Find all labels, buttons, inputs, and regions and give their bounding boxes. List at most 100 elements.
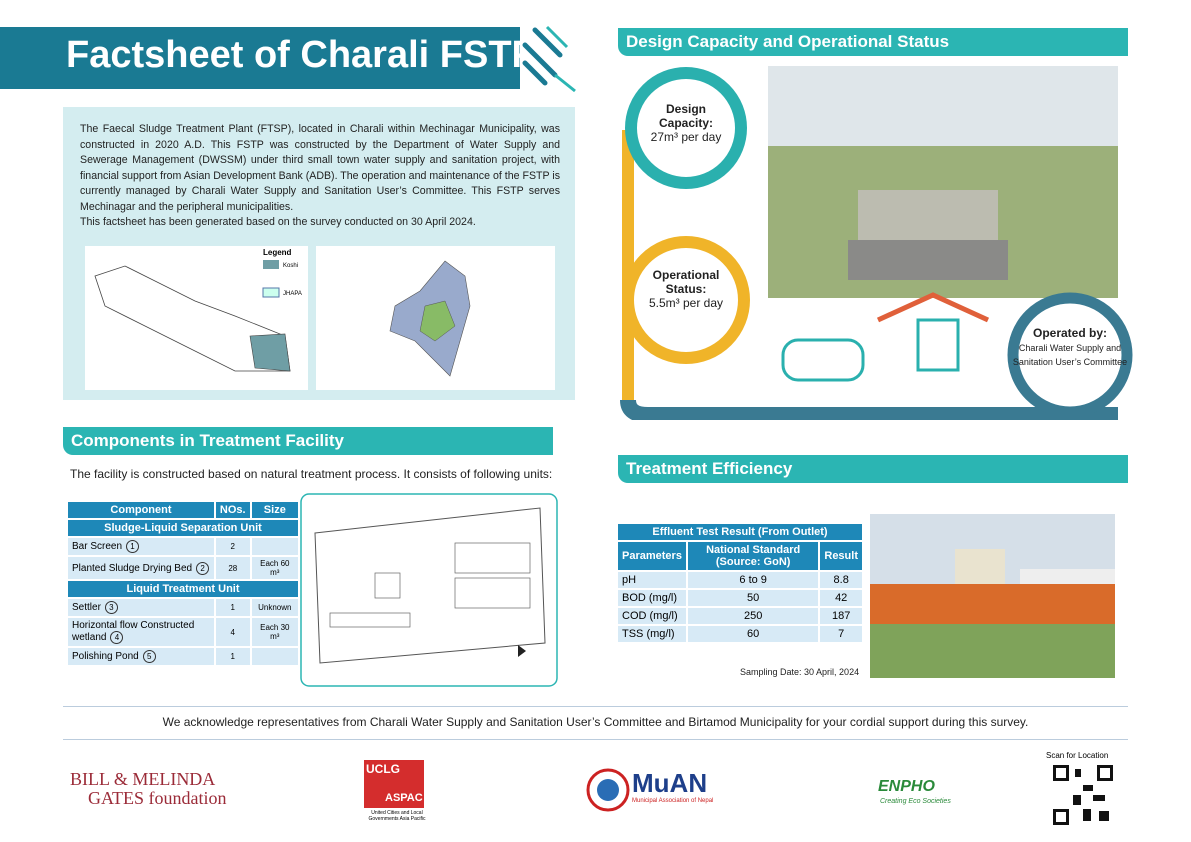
gates-logo: BILL & MELINDA GATES foundation <box>70 770 227 808</box>
size-cell: Each 30 m³ <box>251 618 298 646</box>
legend-item: JHAPA <box>283 291 302 297</box>
label: Design Capacity: <box>658 102 714 130</box>
table-cell: 7 <box>820 626 862 642</box>
unit-badge: 5 <box>142 650 156 663</box>
section-heading: Design Capacity and Operational Status <box>618 28 1128 56</box>
count-cell: 4 <box>215 618 250 646</box>
operator: Operated by: Charali Water Supply and San… <box>1010 326 1130 368</box>
unit-badge: 2 <box>196 561 210 575</box>
logo-text: GATES foundation <box>88 788 227 808</box>
header-row: Parameters National Standard (Source: GoN… <box>618 542 862 570</box>
logo-text: MuAN <box>632 768 708 798</box>
table-cell: 60 <box>687 626 819 642</box>
table-cell: 187 <box>820 608 862 624</box>
header-cell: Component <box>68 502 214 518</box>
site-plan <box>300 493 558 687</box>
table-row: BOD (mg/l) 50 42 <box>618 590 862 606</box>
ack-band <box>63 706 1128 740</box>
unit-badge: 3 <box>104 601 118 614</box>
header-cell: National Standard (Source: GoN) <box>687 542 819 570</box>
maps: Legend Koshi JHAPA <box>85 246 555 390</box>
unit-badge: 1 <box>126 540 140 553</box>
size: Each 30 m³ <box>260 623 290 641</box>
size: Unknown <box>258 603 292 612</box>
size-cell: Each 60 m³ <box>251 557 298 579</box>
component-name: Bar Screen <box>72 541 123 552</box>
components-intro: The facility is constructed based on nat… <box>70 467 553 481</box>
paragraph: This factsheet has been generated based … <box>80 216 476 228</box>
section-heading: Components in Treatment Facility <box>63 427 553 455</box>
size-cell <box>251 648 298 665</box>
acknowledgement: We acknowledge representatives from Char… <box>162 715 1029 729</box>
qr-code <box>1053 765 1113 825</box>
logo-text: United Cities and Local Governments Asia… <box>368 810 426 822</box>
intro-text: The Faecal Sludge Treatment Plant (FTSP)… <box>80 122 560 231</box>
table-cell: 6 to 9 <box>687 572 819 588</box>
table-cell: pH <box>618 572 686 588</box>
header-cell: Parameters <box>618 542 686 570</box>
table-cell: 50 <box>687 590 819 606</box>
components-table: Component NOs. Size Sludge-Liquid Separatio… <box>66 500 300 667</box>
value: 27m³ per day <box>650 130 722 144</box>
component-cell: Settler 3 <box>68 599 214 616</box>
paragraph: The Faecal Sludge Treatment Plant (FTSP)… <box>80 123 560 213</box>
component-name: Settler <box>72 602 101 613</box>
logo-text: UCLG <box>366 762 400 776</box>
unit-badge: 4 <box>110 631 124 644</box>
table-row: COD (mg/l) 250 187 <box>618 608 862 624</box>
section-row: Sludge-Liquid Separation Unit <box>68 520 298 536</box>
logo-text: Municipal Association of Nepal <box>632 798 714 804</box>
section-title: Liquid Treatment Unit <box>68 581 298 597</box>
count-cell: 1 <box>215 599 250 616</box>
section-row: Liquid Treatment Unit <box>68 581 298 597</box>
muan-emblem <box>586 768 630 812</box>
capacity-graphic <box>620 66 1133 420</box>
decor <box>522 25 576 93</box>
component-name: Polishing Pond <box>72 651 139 662</box>
component-cell: Polishing Pond 5 <box>68 648 214 665</box>
count-cell: 2 <box>215 538 250 555</box>
component-name: Planted Sludge Drying Bed <box>72 562 193 574</box>
plant-photo <box>870 514 1115 678</box>
legend-item: Koshi <box>283 263 298 269</box>
table-row: Polishing Pond 5 1 <box>68 648 298 665</box>
logo-text: Creating Eco Societies <box>880 798 951 805</box>
value: 5.5m³ per day <box>648 296 724 310</box>
caption-row: Effluent Test Result (From Outlet) <box>618 524 862 540</box>
value: Charali Water Supply and Sanitation User… <box>1012 343 1128 367</box>
header-cell: Result <box>820 542 862 570</box>
count-cell: 1 <box>215 648 250 665</box>
table-row: Horizontal flow Constructed wetland 4 4 Eac… <box>68 618 298 646</box>
component-cell: Bar Screen 1 <box>68 538 214 555</box>
qr-label: Scan for Location <box>1046 751 1109 760</box>
logo-text: ASPAC <box>385 792 423 804</box>
size-cell <box>251 538 298 555</box>
logo-text: BILL & MELINDA <box>70 769 216 789</box>
table-row: TSS (mg/l) 60 7 <box>618 626 862 642</box>
table-row: Bar Screen 1 2 <box>68 538 298 555</box>
component-cell: Horizontal flow Constructed wetland 4 <box>68 618 214 646</box>
header-cell: NOs. <box>215 502 250 518</box>
label: Operated by: <box>1032 326 1107 340</box>
page-title: Factsheet of Charali FSTP <box>66 34 537 76</box>
header-row: Component NOs. Size <box>68 502 298 518</box>
count-cell: 28 <box>215 557 250 579</box>
table-row: Settler 3 1 Unknown <box>68 599 298 616</box>
legend-title: Legend <box>263 248 292 257</box>
table-caption: Effluent Test Result (From Outlet) <box>618 524 862 540</box>
component-name: Horizontal flow Constructed wetland <box>72 620 195 643</box>
size-cell: Unknown <box>251 599 298 616</box>
table-row: Planted Sludge Drying Bed 2 28 Each 60 m³ <box>68 557 298 579</box>
table-row: pH 6 to 9 8.8 <box>618 572 862 588</box>
logo-text: ENPHO <box>878 778 935 795</box>
table-cell: 250 <box>687 608 819 624</box>
table-cell: TSS (mg/l) <box>618 626 686 642</box>
table-cell: BOD (mg/l) <box>618 590 686 606</box>
design-capacity: Design Capacity: 27m³ per day <box>645 102 727 144</box>
efficiency-table: Effluent Test Result (From Outlet) Parame… <box>616 522 864 644</box>
component-cell: Planted Sludge Drying Bed 2 <box>68 557 214 579</box>
table-cell: 42 <box>820 590 862 606</box>
size: Each 60 m³ <box>260 559 290 577</box>
section-title: Sludge-Liquid Separation Unit <box>68 520 298 536</box>
